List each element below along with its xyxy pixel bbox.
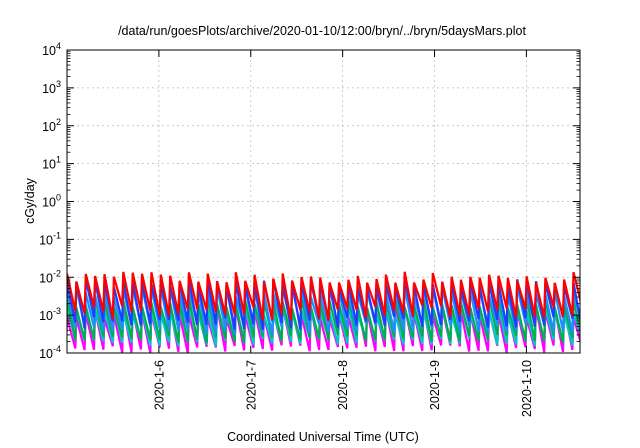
y-tick-label: 101 [42,155,61,172]
y-axis-label: cGy/day [23,177,37,224]
y-tick-label: 102 [42,117,61,134]
y-axis: 10-4 10-3 10-2 10-1 100 101 102 103 104 [39,41,580,361]
y-tick-label: 10-1 [39,230,61,247]
x-tick-label: 2020-1-6 [152,360,166,410]
series-line-0 [67,271,580,322]
x-tick-label: 2020-1-10 [520,360,534,417]
y-tick-label: 104 [42,41,61,58]
y-tick-label: 10-4 [39,344,61,361]
x-tick-label: 2020-1-9 [428,360,442,410]
chart-title: /data/run/goesPlots/archive/2020-01-10/1… [118,24,526,38]
x-tick-label: 2020-1-8 [336,360,350,410]
x-tick-label: 2020-1-7 [244,360,258,410]
y-tick-label: 10-3 [39,306,61,323]
grid-lines [67,50,580,353]
y-tick-label: 100 [42,193,61,210]
y-tick-label: 103 [42,79,61,96]
x-axis: 2020-1-6 2020-1-7 2020-1-8 2020-1-9 2020-1-1… [152,50,534,417]
x-axis-label: Coordinated Universal Time (UTC) [227,430,419,444]
y-tick-label: 10-2 [39,268,61,285]
series-group [67,271,580,353]
